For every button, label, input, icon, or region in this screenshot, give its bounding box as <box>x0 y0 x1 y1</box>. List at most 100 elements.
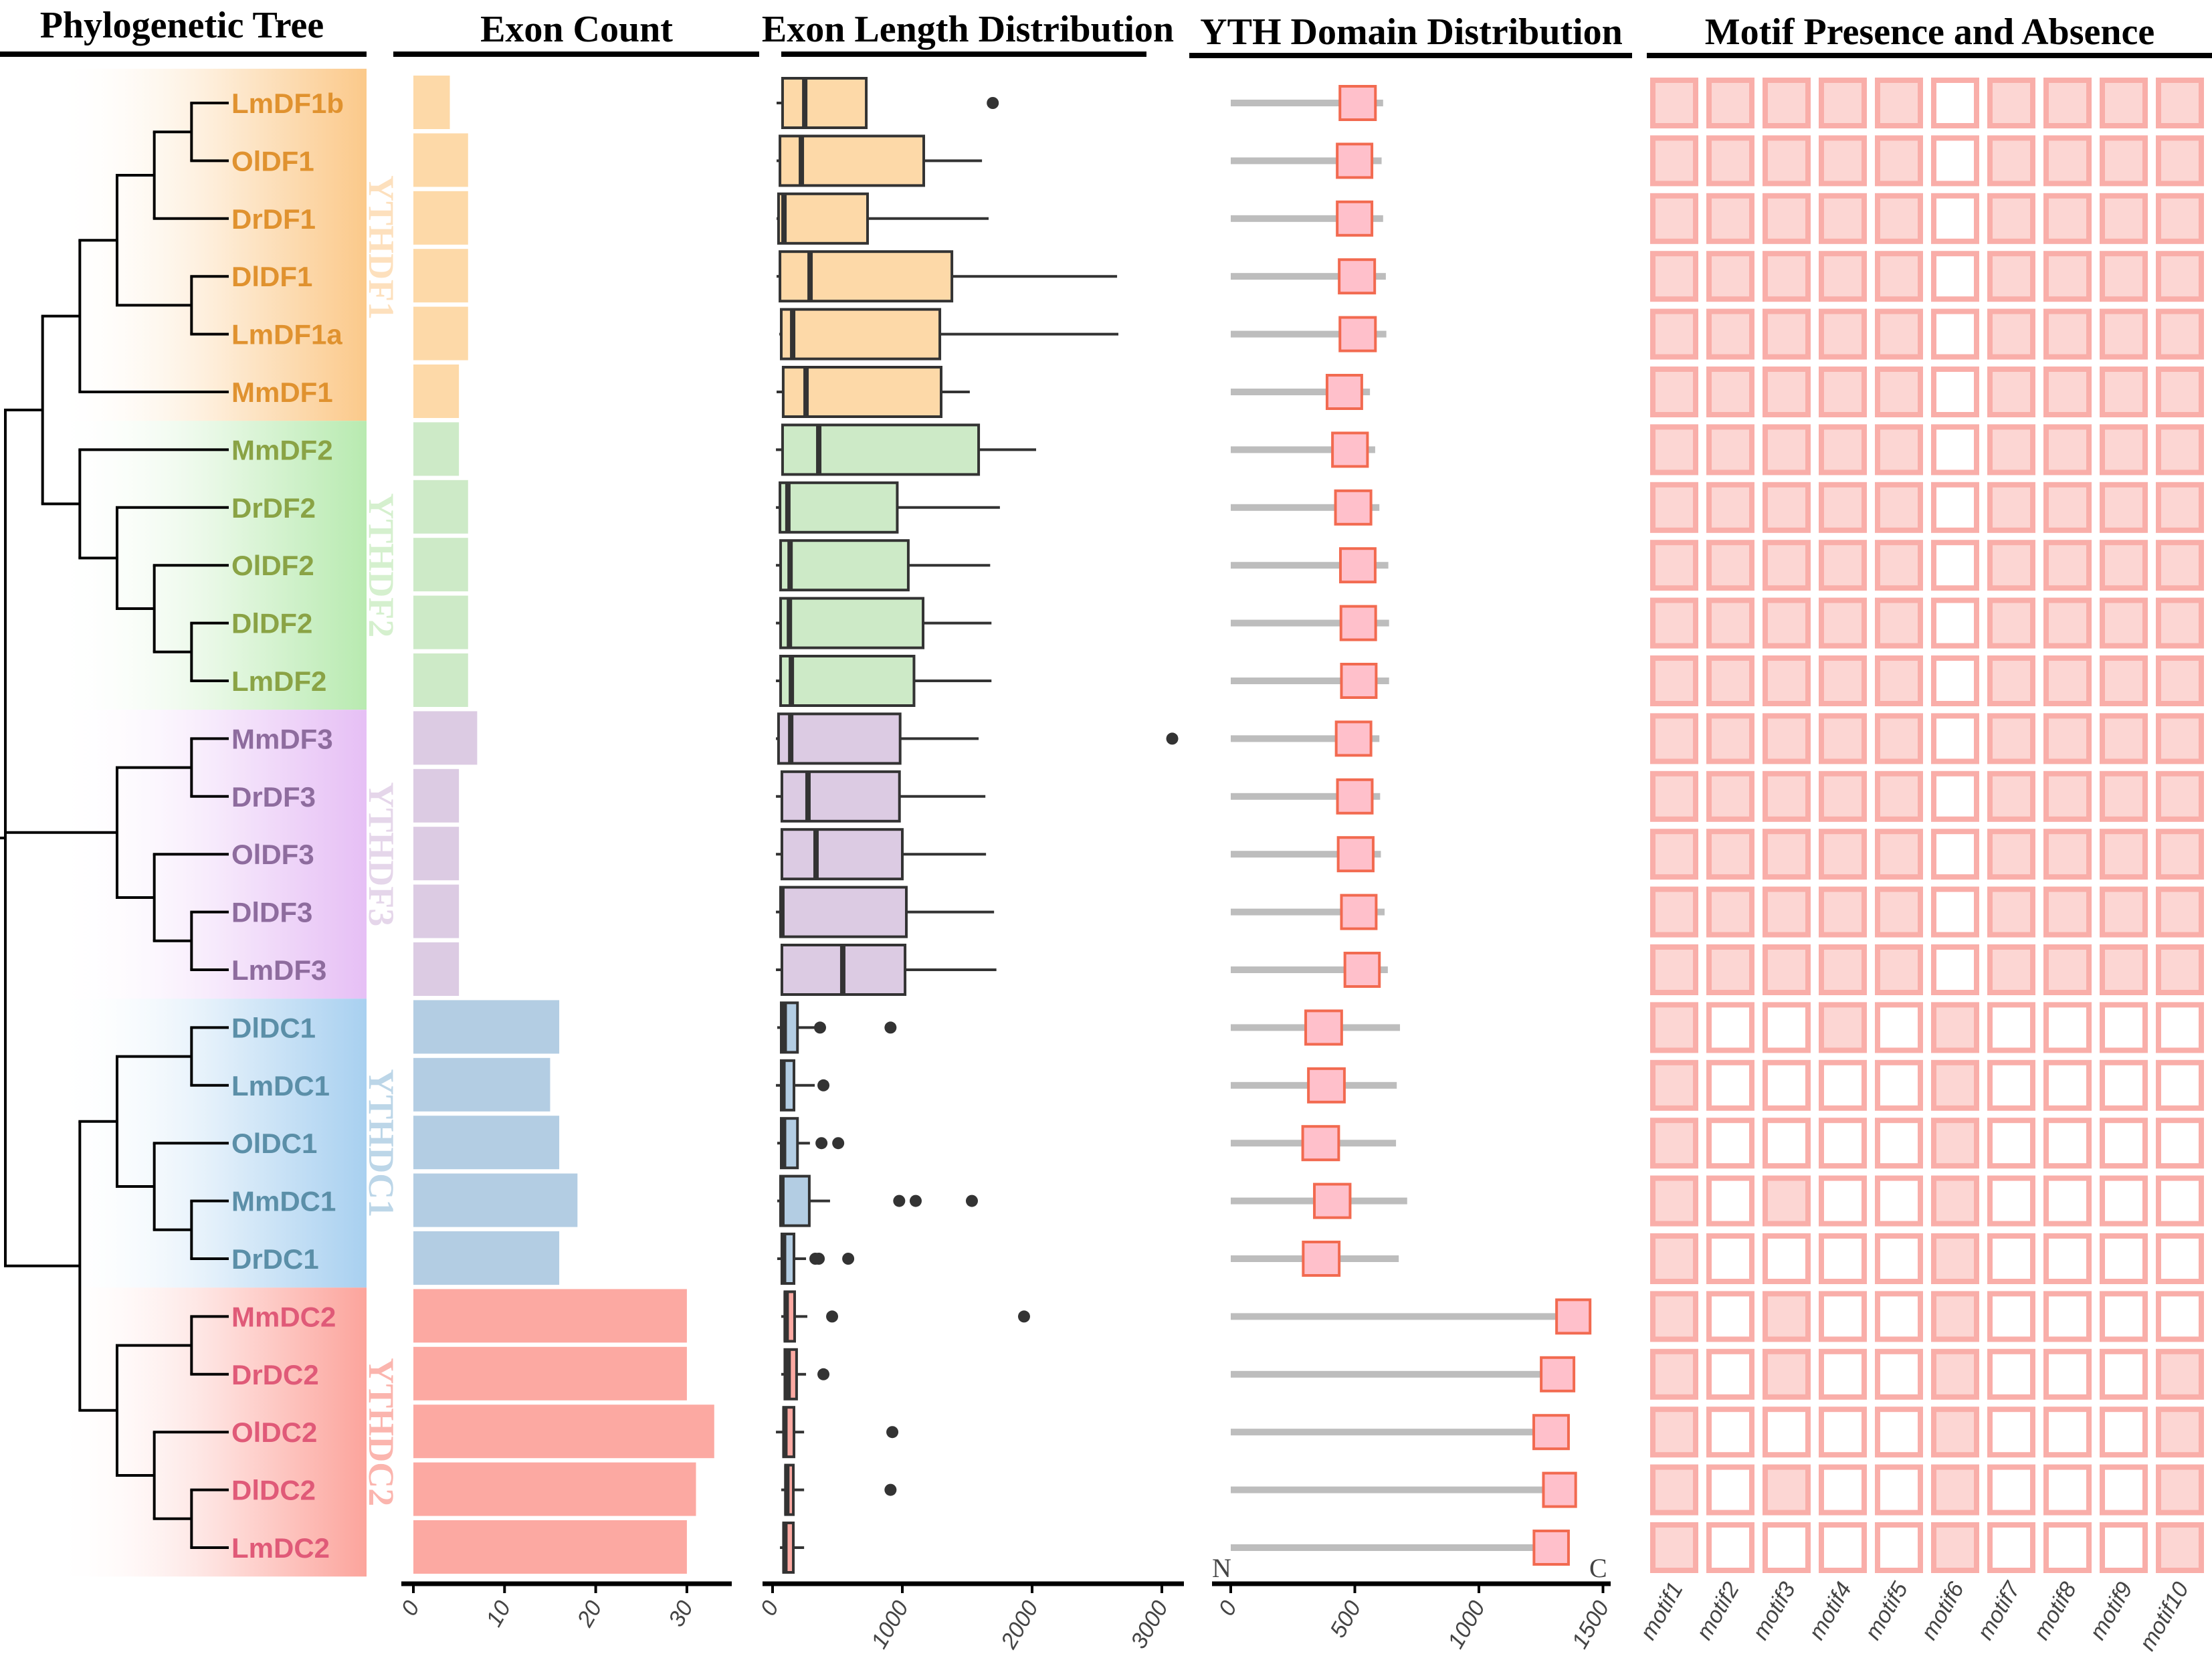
protein-backbone <box>1231 330 1387 338</box>
motif-present-cell <box>1650 1291 1698 1342</box>
motif-present-cell <box>1819 713 1867 764</box>
motif-present-cell <box>2156 713 2204 764</box>
motif-absent-cell <box>1819 1059 1867 1111</box>
exon-count-bar <box>413 1173 578 1227</box>
exon-count-bar <box>413 1346 687 1400</box>
motif-present-cell <box>1819 655 1867 706</box>
exon-count-bar <box>413 306 468 360</box>
motif-present-cell <box>1650 308 1698 360</box>
motif-present-cell <box>1987 597 2035 649</box>
motif-header-rule <box>1647 53 2212 58</box>
motif-present-cell <box>2043 193 2092 244</box>
protein-backbone <box>1231 157 1382 165</box>
motif-present-cell <box>1819 597 1867 649</box>
motif-present-cell <box>1819 770 1867 822</box>
box-iqr <box>779 655 916 707</box>
leaf-label: LmDF3 <box>231 954 326 986</box>
exon-count-bar <box>413 480 468 534</box>
outlier-point <box>965 1195 978 1207</box>
motif-present-cell <box>2100 540 2148 591</box>
motif-absent-cell <box>1706 1059 1754 1111</box>
motif-present-cell <box>1987 193 2035 244</box>
motif-present-cell <box>2156 770 2204 822</box>
motif-present-cell <box>2043 597 2092 649</box>
motif-present-cell <box>1650 886 1698 938</box>
protein-backbone <box>1231 619 1389 627</box>
yth-tick-label: 1500 <box>1567 1596 1615 1653</box>
motif-absent-cell <box>1763 1407 1811 1458</box>
motif-absent-cell <box>1706 1522 1754 1573</box>
exon-count-bar <box>413 422 460 476</box>
motif-present-cell <box>1706 193 1754 244</box>
yth-domain <box>1325 374 1363 410</box>
outlier-point <box>842 1253 855 1265</box>
motif-absent-cell <box>2100 1233 2148 1284</box>
motif-present-cell <box>2156 944 2204 995</box>
box-iqr <box>777 192 870 245</box>
motif-present-cell <box>1987 886 2035 938</box>
motif-absent-cell <box>2043 1233 2092 1284</box>
yth-domain <box>1338 547 1377 584</box>
motif-column-label: motif7 <box>1973 1577 2026 1644</box>
motif-absent-cell <box>1706 1464 1754 1516</box>
motif-present-cell <box>1650 1233 1698 1284</box>
motif-present-cell <box>1650 713 1698 764</box>
motif-present-cell <box>1706 482 1754 533</box>
motif-absent-cell <box>1931 251 1979 302</box>
motif-present-cell <box>1706 251 1754 302</box>
motif-absent-cell <box>1931 597 1979 649</box>
motif-present-cell <box>1650 424 1698 476</box>
exon-count-bar <box>413 1520 687 1574</box>
leaf-label: DlDC1 <box>231 1012 316 1043</box>
motif-absent-cell <box>1763 1522 1811 1573</box>
motif-present-cell <box>2156 135 2204 187</box>
panel-headers: Phylogenetic Tree Exon Count Exon Length… <box>0 5 2212 58</box>
motif-present-cell <box>2100 655 2148 706</box>
motif-present-cell <box>2100 424 2148 476</box>
protein-backbone <box>1231 100 1383 106</box>
protein-backbone <box>1231 504 1380 511</box>
motif-present-cell <box>2043 886 2092 938</box>
motif-absent-cell <box>1931 482 1979 533</box>
motif-column-label: motif9 <box>2085 1578 2138 1644</box>
motif-present-cell <box>2156 193 2204 244</box>
motif-present-cell <box>1987 655 2035 706</box>
motif-absent-cell <box>2100 1464 2148 1516</box>
motif-absent-cell <box>1706 1291 1754 1342</box>
motif-present-cell <box>1931 1522 1979 1573</box>
motif-present-cell <box>1650 770 1698 822</box>
motif-present-cell <box>2043 829 2092 880</box>
yth-header-rule <box>1189 53 1632 58</box>
protein-backbone <box>1231 966 1388 973</box>
motif-absent-cell <box>1819 1291 1867 1342</box>
motif-absent-cell <box>2043 1175 2092 1227</box>
motif-absent-cell <box>1931 770 1979 822</box>
motif-absent-cell <box>2043 1464 2092 1516</box>
exon-count-tick-label: 10 <box>481 1596 516 1631</box>
clade-label: YTHDC1 <box>361 1069 401 1217</box>
motif-heatmap: motif1 motif2 motif3 motif4 motif5 motif6 moti… <box>1635 78 2204 1655</box>
yth-domain <box>1336 778 1374 815</box>
motif-present-cell <box>1987 367 2035 417</box>
box-iqr <box>779 308 942 360</box>
clade-label: YTHDF3 <box>361 782 401 926</box>
motif-present-cell <box>2100 78 2148 128</box>
motif-present-cell <box>2043 308 2092 360</box>
outlier-point <box>909 1195 922 1207</box>
motif-present-cell <box>2043 713 2092 764</box>
motif-present-cell <box>1819 1002 1867 1053</box>
leaf-label: OlDF2 <box>231 550 314 581</box>
exon-count-bar <box>413 1231 560 1285</box>
motif-present-cell <box>1819 135 1867 187</box>
motif-present-cell <box>1650 1522 1698 1573</box>
motif-present-cell <box>1650 251 1698 302</box>
motif-present-cell <box>1819 540 1867 591</box>
motif-present-cell <box>1875 193 1923 244</box>
protein-backbone <box>1231 793 1381 800</box>
exon-count-bar <box>413 827 460 881</box>
leaf-label: OlDC1 <box>231 1128 317 1159</box>
exon-count-bar <box>413 76 450 129</box>
motif-present-cell <box>1706 78 1754 128</box>
motif-present-cell <box>1706 829 1754 880</box>
